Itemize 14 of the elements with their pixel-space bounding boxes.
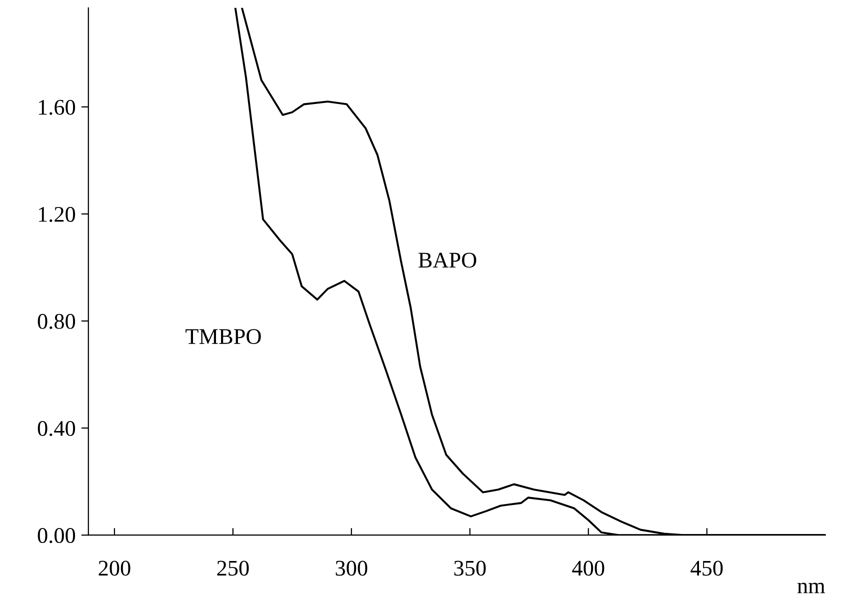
text: TMBPO [186,329,261,344]
x-tick-label: 450 [690,560,723,576]
x-tick-label: 400 [572,560,604,576]
x-tick-label: 350 [454,560,486,576]
y-tick-label: 0.40 [38,420,76,436]
y-tick-label: 1.60 [38,100,76,115]
x-axis-title: nm [797,582,826,594]
x-tick-label: 250 [217,560,249,576]
x-tick-label: 300 [336,560,368,576]
series-label: BAPO [418,252,476,268]
y-tick-label: 0.80 [38,314,76,330]
y-tick-label: 1.20 [38,206,76,222]
y-tick-label: 0.00 [38,528,76,544]
x-tick-label: 200 [98,560,130,576]
